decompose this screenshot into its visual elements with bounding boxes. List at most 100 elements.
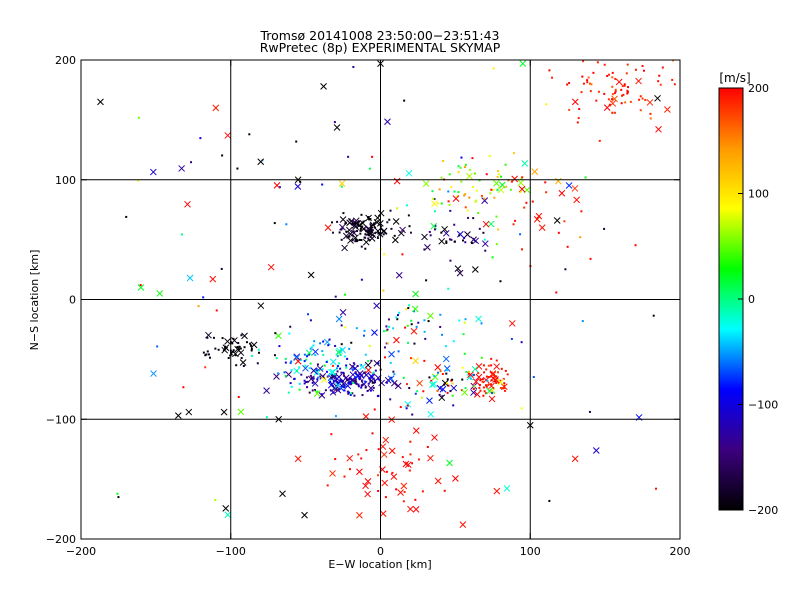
data-point-dot [483, 197, 486, 200]
data-point-cross [402, 460, 410, 468]
data-point-dot [206, 336, 209, 339]
data-point-dot [482, 386, 485, 389]
data-point-cross [222, 505, 230, 512]
data-point-dot [348, 391, 351, 394]
data-point-dot [234, 354, 237, 357]
data-point-dot [229, 354, 232, 357]
data-point-dot [321, 368, 324, 371]
data-point-dot [587, 76, 590, 79]
data-point-dot [310, 376, 313, 379]
data-point-dot [486, 379, 489, 382]
data-point-cross [538, 224, 546, 232]
data-point-cross [384, 118, 391, 126]
data-point-cross [379, 510, 387, 517]
data-point-dot [288, 332, 291, 335]
data-point-dot [487, 383, 490, 386]
data-point-dot [334, 344, 337, 347]
data-point-cross [434, 364, 442, 371]
data-point-dot [446, 378, 449, 381]
data-point-dot [584, 176, 587, 179]
data-point-dot [500, 175, 503, 178]
data-point-cross [174, 412, 182, 420]
data-point-cross [373, 302, 381, 310]
data-point-dot [460, 156, 463, 159]
data-point-dot [376, 237, 379, 240]
data-point-dot [383, 356, 386, 359]
data-point-cross [294, 183, 302, 190]
data-point-dot [332, 391, 335, 394]
y-tick-label: 0 [69, 294, 76, 307]
data-point-dot [456, 194, 459, 197]
data-point-dot [359, 232, 362, 235]
data-point-dot [503, 384, 506, 387]
data-point-cross [428, 381, 436, 389]
data-point-cross [335, 349, 343, 356]
data-point-dot [452, 340, 455, 343]
data-point-dot [232, 337, 235, 340]
data-point-cross [333, 375, 341, 383]
data-point-cross [380, 228, 388, 235]
data-point-dot [363, 329, 366, 332]
data-point-dot [544, 181, 547, 184]
data-point-dot [505, 185, 508, 188]
data-point-dot [334, 458, 337, 461]
data-point-dot [450, 238, 453, 241]
data-point-cross [346, 454, 354, 462]
data-point-dot [490, 383, 493, 386]
data-point-dot [348, 235, 351, 238]
data-point-dot [468, 370, 471, 373]
data-point-dot [248, 133, 251, 136]
data-point-dot [290, 360, 293, 363]
data-point-dot [447, 190, 450, 193]
data-point-dot [214, 498, 217, 501]
data-point-dot [480, 194, 483, 197]
data-point-dot [490, 364, 493, 367]
data-point-dot [461, 378, 464, 381]
data-point-dot [377, 232, 380, 235]
colorbar: [m/s] −200 −100 0 100 200 [718, 71, 778, 517]
data-point-dot [347, 392, 350, 395]
data-point-dot [495, 215, 498, 218]
data-point-dot [398, 311, 401, 314]
data-point-dot [372, 371, 375, 374]
data-point-cross [382, 436, 390, 444]
data-point-cross [609, 100, 617, 107]
data-point-cross [635, 77, 642, 85]
data-point-dot [545, 103, 548, 106]
data-point-dot [588, 82, 591, 85]
data-point-dot [588, 410, 591, 413]
data-point-cross [422, 180, 430, 188]
data-point-dot [367, 382, 370, 385]
data-point-dot [634, 68, 637, 71]
data-point-dot [496, 189, 499, 192]
data-point-dot [477, 372, 480, 375]
data-point-cross [366, 226, 374, 234]
data-point-dot [409, 231, 412, 234]
data-point-dot [479, 389, 482, 392]
data-point-dot [611, 111, 614, 114]
data-point-dot [659, 83, 662, 86]
data-point-dot [447, 200, 450, 203]
data-point-cross [365, 366, 372, 374]
data-point-dot [411, 462, 414, 465]
data-point-cross [521, 159, 529, 167]
data-point-dot [417, 458, 420, 461]
data-point-dot [342, 212, 345, 215]
data-point-cross [391, 236, 399, 244]
data-point-dot [389, 361, 392, 364]
data-point-dot [340, 343, 343, 346]
data-point-cross [493, 179, 500, 187]
data-point-dot [125, 215, 128, 218]
data-point-dot [504, 163, 507, 166]
data-point-dot [490, 188, 493, 191]
data-point-dot [358, 378, 361, 381]
data-point-dot [440, 231, 443, 234]
data-point-dot [309, 374, 312, 377]
data-point-dot [353, 394, 356, 397]
data-point-dot [614, 77, 617, 80]
data-point-dot [482, 231, 485, 234]
data-point-dot [207, 353, 210, 356]
data-point-cross [224, 511, 232, 519]
data-point-cross [424, 244, 431, 251]
data-point-dot [230, 353, 233, 356]
